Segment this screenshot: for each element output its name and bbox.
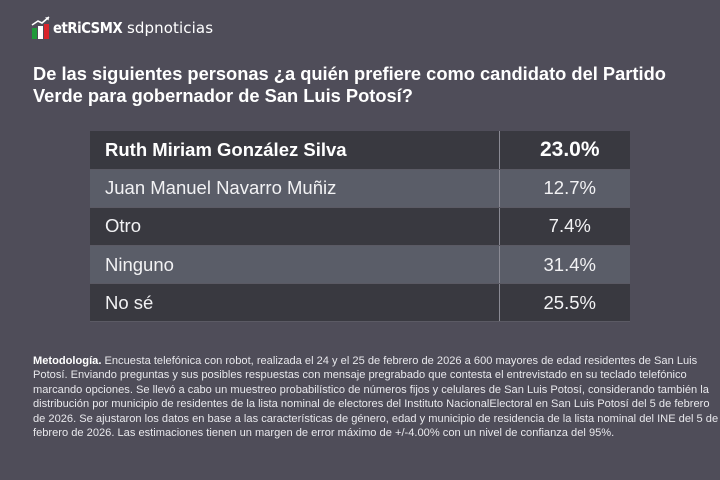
option-name: Ninguno	[90, 245, 500, 285]
candidate-percentage: 12.7%	[499, 169, 630, 208]
metrics-bar-chart-icon	[30, 16, 52, 40]
header: etRiCSMX sdpnoticias	[30, 14, 213, 42]
methodology-text: Encuesta telefónica con robot, realizada…	[33, 355, 719, 440]
candidate-name: Juan Manuel Navarro Muñiz	[90, 169, 500, 208]
table-row: Juan Manuel Navarro Muñiz 12.7%	[90, 169, 630, 208]
methodology-label: Metodología.	[33, 355, 102, 367]
metrics-brand-logo: etRiCSMX	[53, 19, 123, 37]
option-percentage: 25.5%	[499, 283, 630, 323]
table-row: Otro 7.4%	[90, 207, 630, 247]
candidate-name: Ruth Miriam González Silva	[90, 131, 500, 170]
sdpnoticias-brand-logo: sdpnoticias	[127, 19, 214, 37]
survey-question: De las siguientes personas ¿a quién pref…	[33, 63, 666, 106]
option-percentage: 7.4%	[499, 207, 630, 247]
methodology-note: Metodología. Encuesta telefónica con rob…	[33, 354, 720, 440]
option-name: No sé	[90, 283, 500, 323]
table-row: No sé 25.5%	[90, 283, 630, 323]
candidate-percentage: 23.0%	[499, 131, 630, 170]
option-percentage: 31.4%	[499, 245, 630, 285]
option-name: Otro	[90, 207, 500, 247]
table-row: Ruth Miriam González Silva 23.0%	[90, 131, 630, 170]
table-row: Ninguno 31.4%	[90, 245, 630, 285]
results-table: Ruth Miriam González Silva 23.0% Juan Ma…	[90, 131, 630, 323]
